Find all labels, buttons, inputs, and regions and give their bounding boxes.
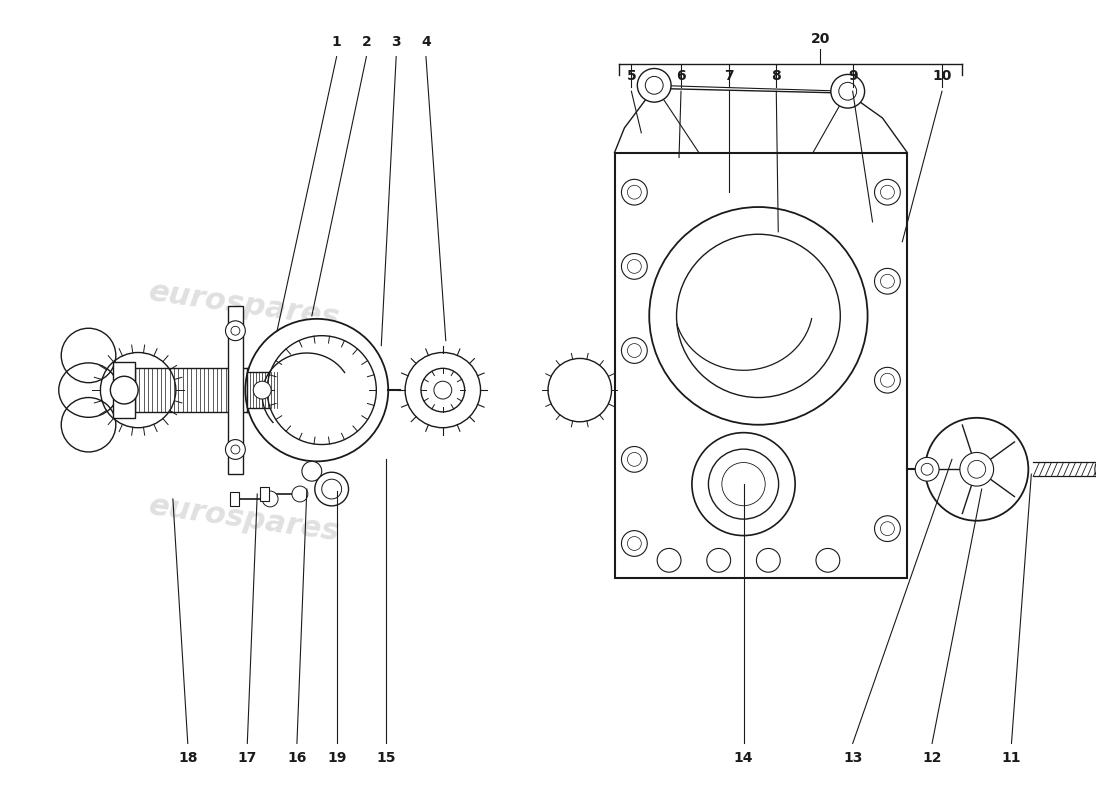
Circle shape — [321, 479, 342, 499]
Text: 5: 5 — [627, 70, 636, 83]
Polygon shape — [615, 153, 908, 578]
Circle shape — [707, 549, 730, 572]
Circle shape — [548, 358, 612, 422]
Text: 9: 9 — [848, 70, 858, 83]
Circle shape — [968, 460, 986, 478]
Circle shape — [657, 549, 681, 572]
Bar — [261, 487, 270, 501]
Text: 20: 20 — [811, 32, 830, 46]
Text: 8: 8 — [771, 70, 781, 83]
Circle shape — [267, 336, 376, 445]
Text: 16: 16 — [287, 751, 307, 766]
Circle shape — [874, 179, 900, 205]
Circle shape — [315, 472, 349, 506]
Circle shape — [874, 516, 900, 542]
Circle shape — [646, 77, 663, 94]
Text: 6: 6 — [676, 70, 685, 83]
Circle shape — [627, 259, 641, 274]
Circle shape — [110, 376, 139, 404]
Text: 15: 15 — [376, 751, 396, 766]
Circle shape — [880, 374, 894, 387]
Text: 1: 1 — [332, 34, 341, 49]
Text: 13: 13 — [843, 751, 862, 766]
Text: 4: 4 — [421, 34, 431, 49]
Circle shape — [874, 367, 900, 393]
Circle shape — [757, 549, 780, 572]
Circle shape — [621, 338, 647, 363]
Text: 18: 18 — [178, 751, 198, 766]
Circle shape — [245, 319, 388, 462]
Circle shape — [960, 453, 993, 486]
Circle shape — [874, 268, 900, 294]
Circle shape — [915, 458, 939, 481]
Text: 19: 19 — [327, 751, 346, 766]
Circle shape — [921, 463, 933, 475]
Circle shape — [433, 381, 452, 399]
Circle shape — [839, 82, 857, 100]
Circle shape — [621, 530, 647, 556]
Circle shape — [880, 522, 894, 535]
Bar — [229, 306, 243, 474]
Circle shape — [627, 453, 641, 466]
Circle shape — [816, 549, 839, 572]
Text: eurospares: eurospares — [147, 491, 342, 546]
Circle shape — [231, 326, 240, 335]
Circle shape — [292, 486, 308, 502]
Text: eurospares: eurospares — [693, 278, 888, 333]
Circle shape — [676, 234, 840, 398]
Circle shape — [621, 179, 647, 205]
Text: 12: 12 — [922, 751, 942, 766]
Text: eurospares: eurospares — [693, 491, 888, 546]
Text: 14: 14 — [734, 751, 754, 766]
Circle shape — [880, 186, 894, 199]
Circle shape — [649, 207, 868, 425]
Circle shape — [880, 274, 894, 288]
Bar — [248, 372, 277, 408]
Circle shape — [301, 462, 321, 481]
Circle shape — [621, 254, 647, 279]
Circle shape — [627, 343, 641, 358]
Circle shape — [925, 418, 1028, 521]
Text: 3: 3 — [392, 34, 402, 49]
Text: eurospares: eurospares — [147, 278, 342, 333]
Circle shape — [231, 445, 240, 454]
Circle shape — [262, 491, 278, 507]
Text: 11: 11 — [1002, 751, 1021, 766]
Circle shape — [421, 368, 464, 412]
Circle shape — [226, 439, 245, 459]
Bar — [113, 362, 135, 418]
Text: 17: 17 — [238, 751, 257, 766]
Circle shape — [708, 449, 779, 519]
Circle shape — [405, 353, 481, 428]
Circle shape — [830, 74, 865, 108]
Circle shape — [226, 321, 245, 341]
Text: 7: 7 — [724, 70, 734, 83]
Circle shape — [253, 381, 271, 399]
Bar — [230, 492, 240, 506]
Circle shape — [627, 537, 641, 550]
Circle shape — [627, 186, 641, 199]
Circle shape — [1094, 454, 1100, 484]
Circle shape — [692, 433, 795, 535]
Text: 2: 2 — [362, 34, 372, 49]
Text: 10: 10 — [933, 70, 952, 83]
Circle shape — [637, 69, 671, 102]
Circle shape — [621, 446, 647, 472]
Circle shape — [722, 462, 766, 506]
